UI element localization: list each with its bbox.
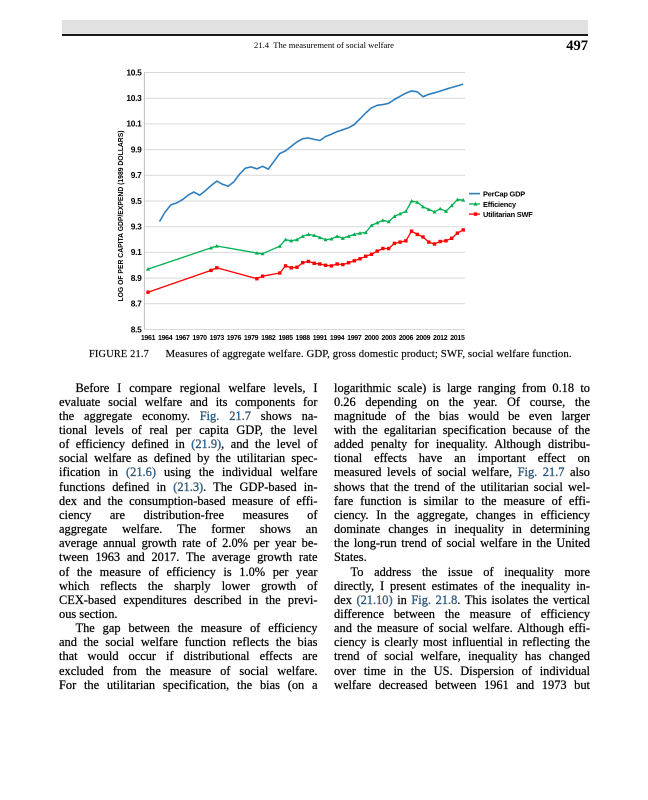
svg-text:2003: 2003 [382, 335, 397, 342]
svg-text:9.9: 9.9 [131, 144, 142, 154]
svg-text:9.3: 9.3 [131, 222, 142, 232]
svg-text:10.3: 10.3 [126, 93, 142, 103]
svg-text:9.1: 9.1 [131, 247, 142, 257]
svg-text:2006: 2006 [399, 335, 414, 342]
svg-text:1961: 1961 [141, 335, 156, 342]
svg-text:1985: 1985 [278, 335, 293, 342]
svg-text:1982: 1982 [261, 335, 276, 342]
svg-text:8.9: 8.9 [131, 273, 142, 283]
svg-text:1991: 1991 [313, 335, 328, 342]
svg-text:1976: 1976 [227, 335, 242, 342]
svg-text:2009: 2009 [416, 335, 431, 342]
svg-text:1997: 1997 [347, 335, 362, 342]
svg-text:2015: 2015 [450, 335, 465, 342]
svg-text:8.5: 8.5 [131, 324, 142, 334]
svg-text:LOG OF PER CAPITA GDP/EXPEND (: LOG OF PER CAPITA GDP/EXPEND (1989 DOLLA… [116, 130, 125, 301]
svg-text:Efficiency: Efficiency [483, 200, 517, 209]
svg-text:1973: 1973 [210, 335, 225, 342]
svg-text:9.5: 9.5 [131, 196, 142, 206]
svg-text:2000: 2000 [364, 335, 379, 342]
svg-text:Utilitarian SWF: Utilitarian SWF [483, 210, 533, 219]
svg-text:2012: 2012 [433, 335, 448, 342]
svg-text:1988: 1988 [296, 335, 311, 342]
svg-text:1964: 1964 [158, 335, 173, 342]
svg-text:9.7: 9.7 [131, 170, 142, 180]
svg-text:8.7: 8.7 [131, 299, 142, 309]
svg-text:1967: 1967 [175, 335, 190, 342]
svg-text:1979: 1979 [244, 335, 259, 342]
svg-text:1994: 1994 [330, 335, 345, 342]
svg-text:1970: 1970 [192, 335, 207, 342]
svg-text:10.1: 10.1 [126, 119, 142, 129]
svg-text:PerCap GDP: PerCap GDP [483, 190, 525, 199]
svg-text:10.5: 10.5 [126, 67, 142, 77]
